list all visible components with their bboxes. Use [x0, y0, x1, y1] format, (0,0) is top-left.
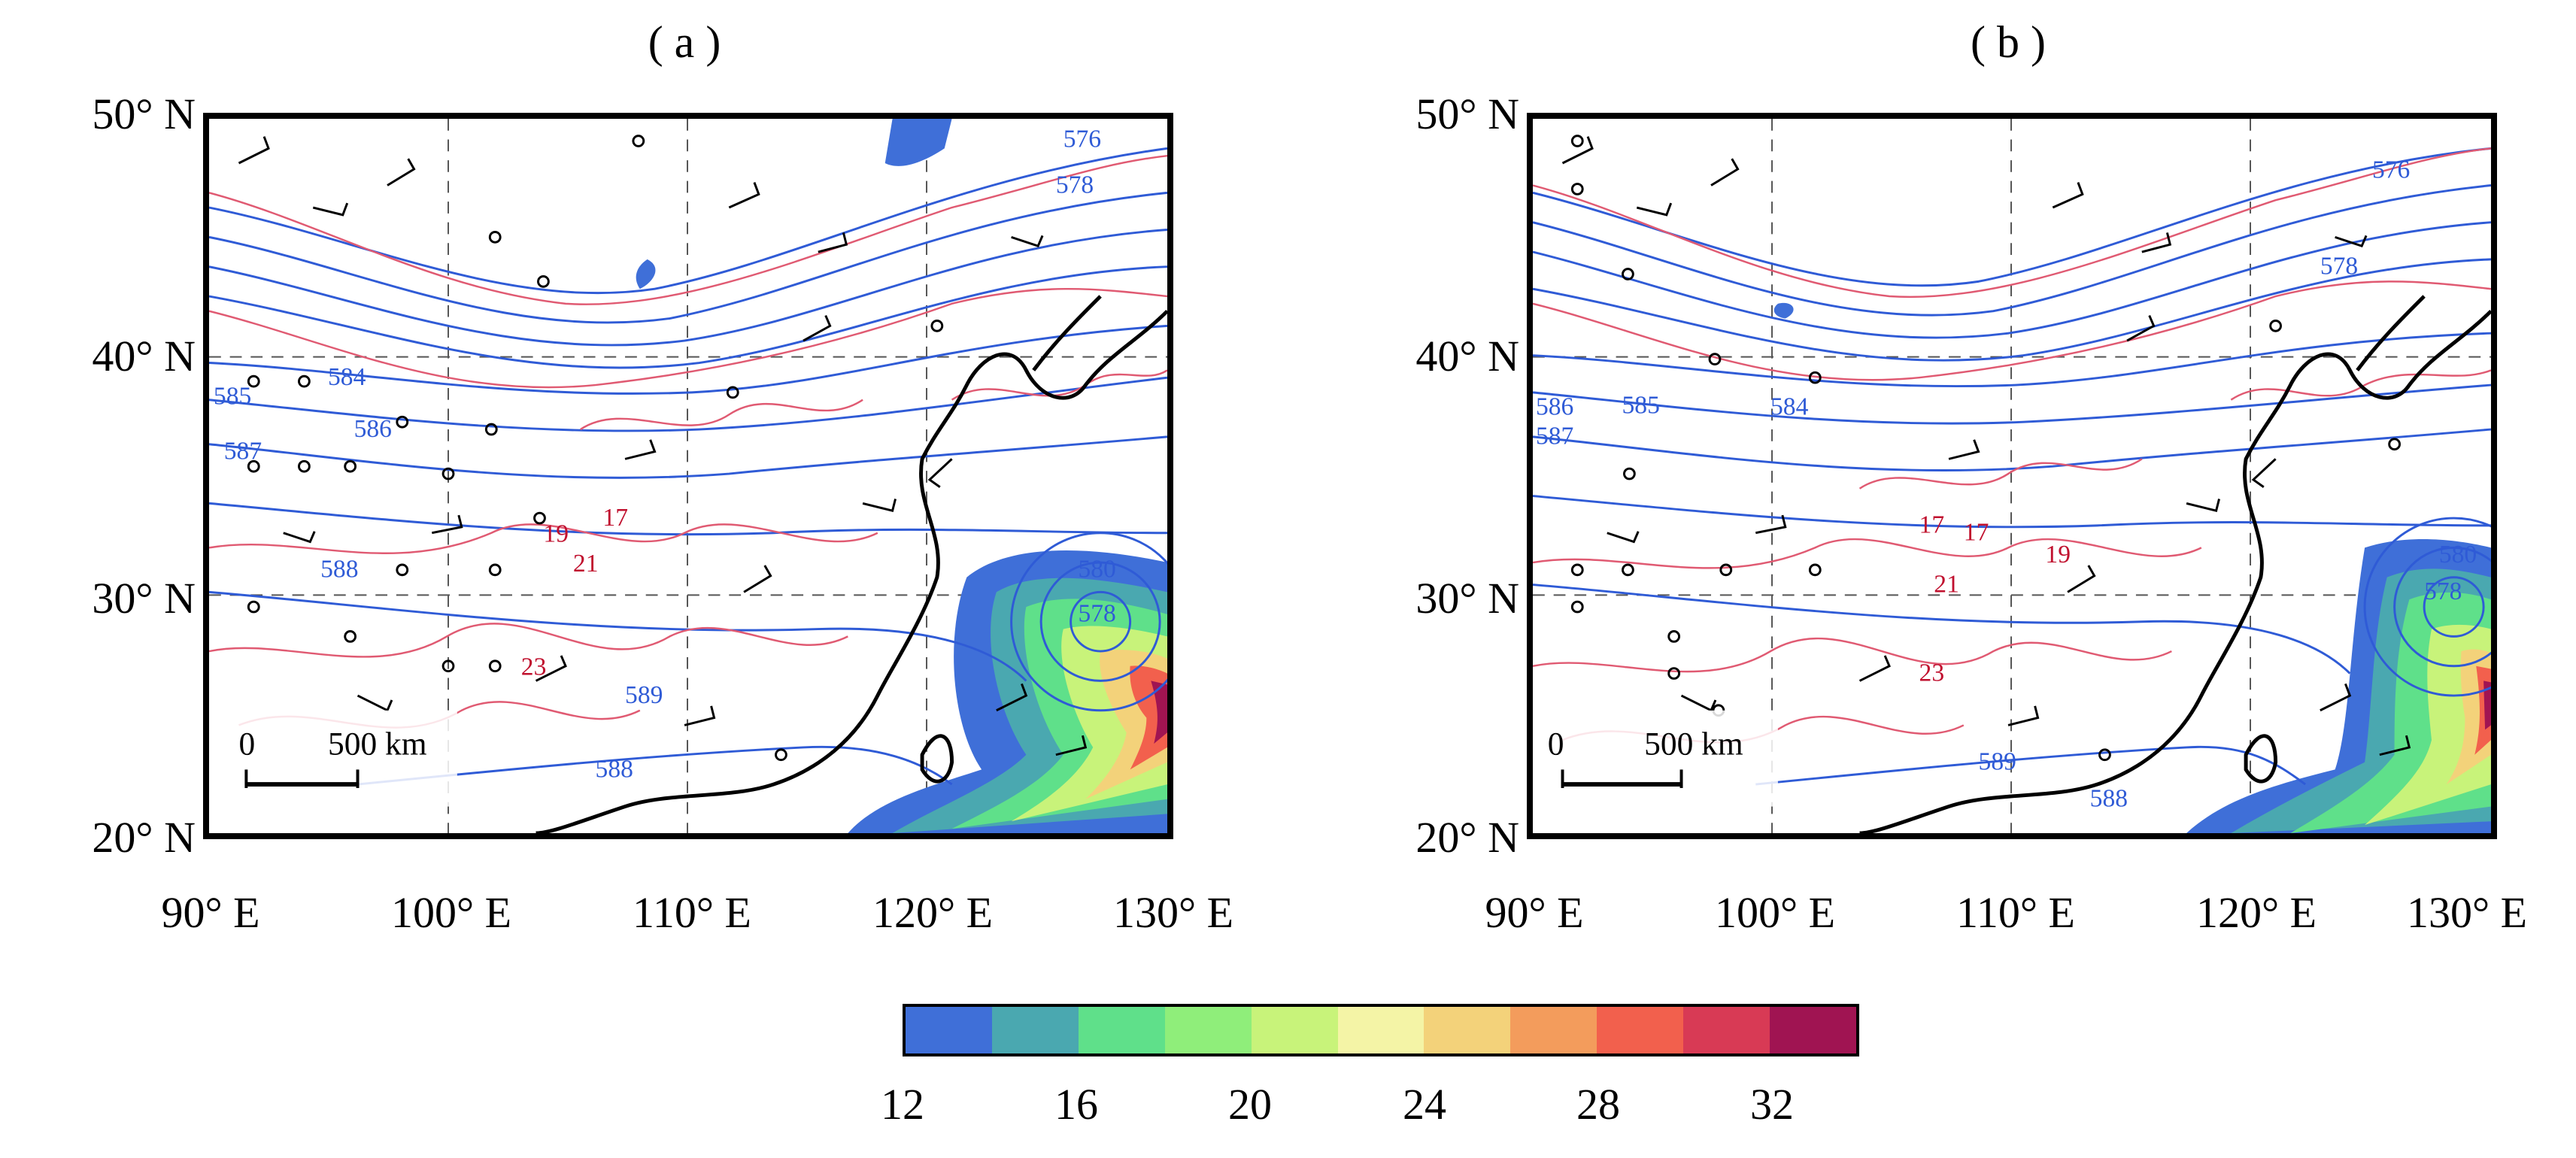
- map-b-coastline: [1859, 295, 2491, 833]
- map-a-scale-bar: 0 500 km: [226, 710, 457, 807]
- colorbar-segment: [1683, 1007, 1770, 1053]
- scale-bar-zero: 0: [1548, 726, 1564, 762]
- colorbar-segment: [1078, 1007, 1165, 1053]
- colorbar: [903, 1004, 1859, 1056]
- panel-b-lat-50: 50° N: [1415, 89, 1519, 138]
- contour-label: 21: [1934, 570, 1959, 598]
- contour-label: 587: [224, 437, 262, 465]
- contour-label: 580: [2439, 541, 2477, 568]
- colorbar-segment: [1597, 1007, 1684, 1053]
- contour-label: 588: [320, 556, 358, 584]
- panel-a-lon-120: 120° E: [872, 888, 994, 937]
- colorbar-segment: [1337, 1007, 1425, 1053]
- map-b-contour-labels: 576 578 586 587 585 584 589 588 580 578 …: [1536, 156, 2477, 813]
- panel-a-lat-30: 30° N: [92, 574, 196, 623]
- colorbar-segment: [991, 1007, 1079, 1053]
- map-a-station-markers: [247, 135, 944, 762]
- contour-label: 576: [2372, 156, 2410, 184]
- panel-a-lon-90: 90° E: [161, 888, 260, 937]
- colorbar-segment: [1424, 1007, 1511, 1053]
- contour-label: 17: [602, 504, 628, 532]
- contour-label: 19: [543, 520, 569, 548]
- contour-label: 578: [1078, 600, 1115, 628]
- scale-bar-distance: 500 km: [328, 726, 427, 762]
- panel-a-lat-50: 50° N: [92, 89, 196, 138]
- panel-b-lat-20: 20° N: [1415, 813, 1519, 862]
- panel-a-lat-20: 20° N: [92, 813, 196, 862]
- colorbar-segment: [906, 1007, 992, 1053]
- colorbar-tick-12: 12: [881, 1080, 924, 1129]
- contour-label: 17: [1919, 511, 1945, 539]
- map-a-svg: 576 578 585 584 587 586 588 589 588 580 …: [209, 119, 1167, 833]
- map-b-red-contours: [1533, 147, 2491, 744]
- map-b-wind-shading: [1773, 302, 2491, 833]
- colorbar-tick-24: 24: [1403, 1080, 1446, 1129]
- contour-label: 589: [1979, 747, 2016, 775]
- colorbar-tick-32: 32: [1750, 1080, 1794, 1129]
- contour-label: 23: [1919, 659, 1945, 687]
- contour-label: 578: [1056, 171, 1094, 199]
- contour-label: 587: [1536, 423, 1573, 450]
- colorbar-tick-16: 16: [1054, 1080, 1098, 1129]
- scale-bar-distance: 500 km: [1644, 726, 1743, 762]
- map-panel-b: 576 578 586 587 585 584 589 588 580 578 …: [1527, 113, 2497, 839]
- contour-label: 589: [625, 681, 663, 709]
- contour-label: 576: [1063, 125, 1101, 153]
- map-b-svg: 576 578 586 587 585 584 589 588 580 578 …: [1533, 119, 2491, 833]
- map-a-wind-shading: [636, 119, 1167, 833]
- panel-a-lon-130: 130° E: [1112, 888, 1234, 937]
- contour-label: 19: [2045, 541, 2071, 568]
- contour-label: 586: [1536, 393, 1573, 420]
- colorbar-tick-20: 20: [1228, 1080, 1272, 1129]
- map-panel-a: 576 578 585 584 587 586 588 589 588 580 …: [203, 113, 1173, 839]
- map-a-contour-labels: 576 578 585 584 587 586 588 589 588 580 …: [214, 125, 1116, 783]
- map-a-blue-contours: [209, 147, 1167, 786]
- contour-label: 17: [1964, 519, 1989, 547]
- panel-b-lat-40: 40° N: [1415, 332, 1519, 380]
- panel-a-lon-110: 110° E: [633, 888, 751, 937]
- panel-b-lat-30: 30° N: [1415, 574, 1519, 623]
- map-b-scale-bar: 0 500 km: [1540, 710, 1778, 807]
- colorbar-segment: [1510, 1007, 1597, 1053]
- contour-label: 586: [354, 415, 392, 443]
- contour-label: 584: [328, 363, 366, 391]
- scale-bar-zero: 0: [239, 726, 256, 762]
- panel-b-lon-120: 120° E: [2195, 888, 2317, 937]
- contour-label: 588: [2090, 785, 2128, 813]
- panel-b-lon-100: 100° E: [1714, 888, 1836, 937]
- contour-label: 584: [1770, 393, 1809, 420]
- colorbar-segment: [1164, 1007, 1252, 1053]
- colorbar-segment: [1251, 1007, 1338, 1053]
- panel-a-lat-40: 40° N: [92, 332, 196, 380]
- panel-a-lon-100: 100° E: [390, 888, 512, 937]
- contour-label: 585: [214, 383, 251, 411]
- contour-label: 21: [573, 550, 599, 577]
- panel-a-label: ( a ): [648, 17, 721, 67]
- panel-b-label: ( b ): [1971, 17, 2046, 67]
- panel-b-lon-110: 110° E: [1956, 888, 2075, 937]
- colorbar-tick-28: 28: [1576, 1080, 1620, 1129]
- map-b-blue-contours: [1533, 147, 2491, 786]
- contour-label: 588: [596, 755, 633, 783]
- contour-label: 580: [1078, 556, 1115, 584]
- map-b-station-markers: [1570, 135, 2402, 762]
- colorbar-segment: [1770, 1007, 1856, 1053]
- contour-label: 578: [2424, 577, 2462, 605]
- panel-b-lon-90: 90° E: [1485, 888, 1584, 937]
- contour-label: 578: [2320, 253, 2358, 280]
- contour-label: 23: [521, 653, 547, 681]
- map-a-coastline: [536, 295, 1167, 833]
- contour-label: 585: [1622, 391, 1660, 419]
- map-a-wind-barbs: [238, 136, 1088, 756]
- panel-b-lon-130: 130° E: [2406, 888, 2528, 937]
